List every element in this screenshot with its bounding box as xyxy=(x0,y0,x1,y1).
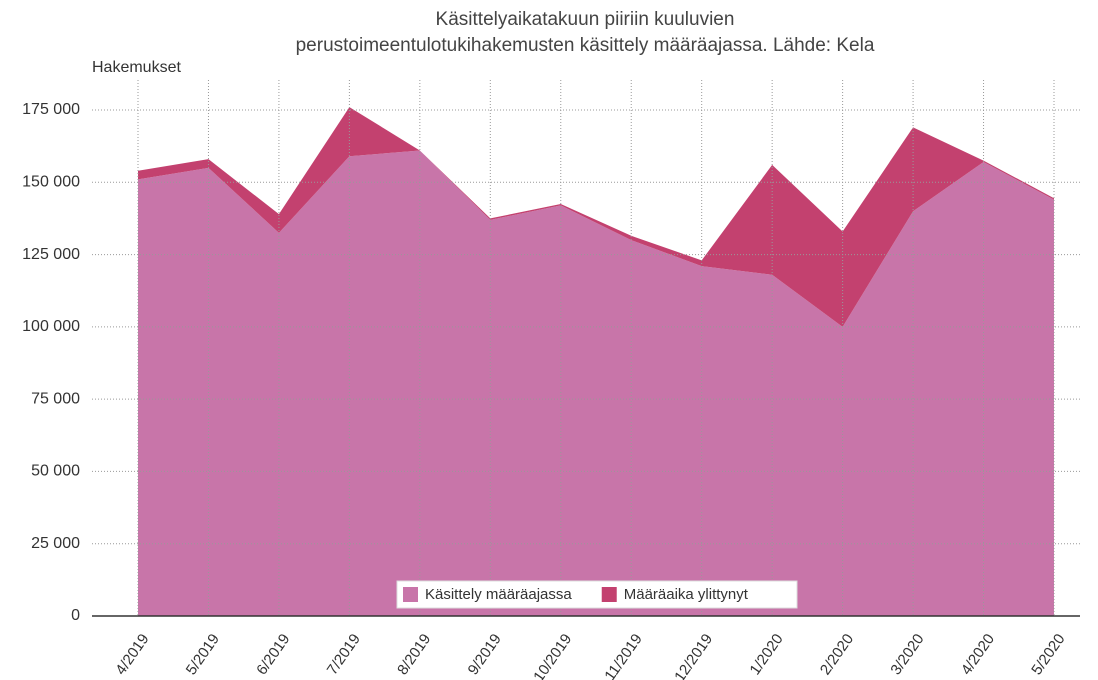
legend: Käsittely määräajassa Määräaika ylittynyt xyxy=(396,580,798,609)
x-tick-label: 5/2020 xyxy=(1028,631,1068,678)
x-tick-label: 12/2019 xyxy=(671,631,716,680)
legend-swatch xyxy=(403,587,418,602)
x-tick-label: 1/2020 xyxy=(746,631,786,678)
y-tick-label: 25 000 xyxy=(31,535,80,552)
x-tick-label: 2/2020 xyxy=(817,631,857,678)
legend-swatch xyxy=(601,587,617,602)
x-tick-label: 6/2019 xyxy=(253,631,293,678)
y-tick-label: 100 000 xyxy=(22,318,80,335)
grid xyxy=(92,80,1080,616)
y-tick-label: 75 000 xyxy=(31,390,80,407)
legend-label: Määräaika ylittynyt xyxy=(624,586,749,603)
y-tick-label: 0 xyxy=(71,607,80,624)
x-tick-label: 11/2019 xyxy=(601,631,645,680)
y-axis-title: Hakemukset xyxy=(92,59,181,76)
plot xyxy=(138,107,1054,617)
x-tick-label: 8/2019 xyxy=(394,631,434,678)
y-tick-label: 175 000 xyxy=(22,101,80,118)
chart-title: Käsittelyaikatakuun piiriin kuuluvien xyxy=(436,9,735,30)
y-tick-label: 150 000 xyxy=(22,174,80,191)
x-tick-label: 5/2019 xyxy=(183,631,223,678)
x-tick-label: 4/2020 xyxy=(958,631,998,678)
legend-box xyxy=(396,580,798,609)
chart-title: perustoimeentulotukihakemusten käsittely… xyxy=(296,35,875,56)
x-tick-label: 4/2019 xyxy=(112,631,152,678)
area xyxy=(138,150,1054,617)
x-tick-label: 10/2019 xyxy=(530,631,575,680)
area xyxy=(138,107,1054,327)
y-tick-label: 50 000 xyxy=(31,463,80,480)
legend-label: Käsittely määräajassa xyxy=(425,586,572,603)
x-tick-label: 7/2019 xyxy=(324,631,364,678)
x-tick-label: 3/2020 xyxy=(887,631,927,678)
y-tick-label: 125 000 xyxy=(22,246,80,263)
x-tick-label: 9/2019 xyxy=(465,631,505,678)
